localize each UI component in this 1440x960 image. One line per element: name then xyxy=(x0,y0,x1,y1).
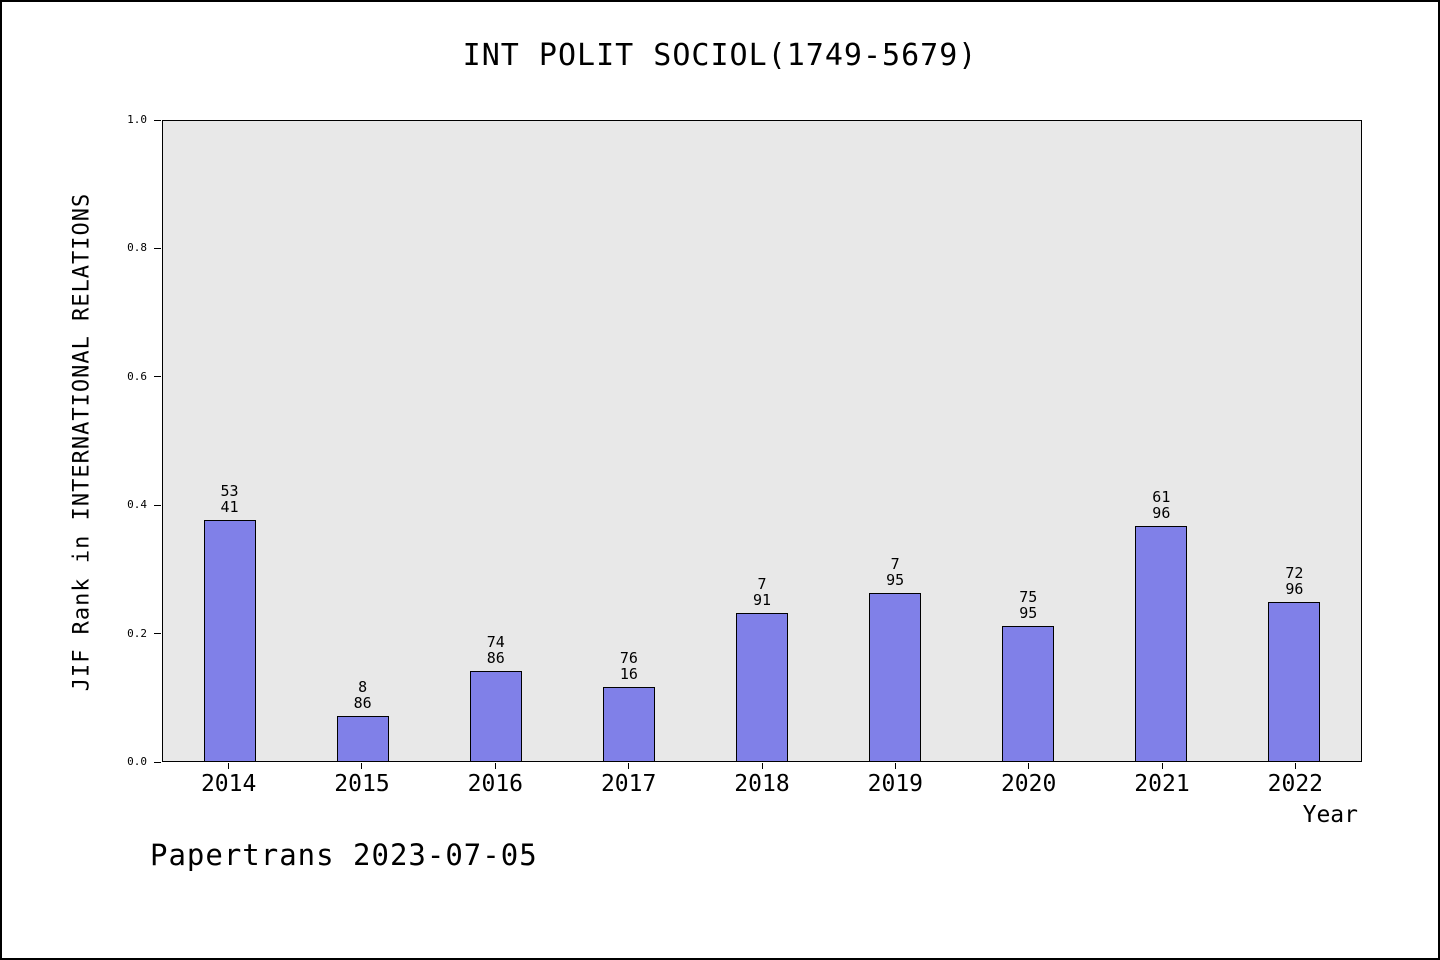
y-axis: 0.0 0.2 0.4 0.6 0.8 1.0 xyxy=(2,114,161,768)
bar xyxy=(602,687,655,761)
bar xyxy=(203,519,256,761)
chart-title: INT POLIT SOCIOL(1749-5679) xyxy=(462,38,978,73)
x-tick-label: 2015 xyxy=(334,771,390,797)
bar xyxy=(1002,625,1055,761)
y-tick-label: 0.2 xyxy=(127,626,147,640)
bar-label: 72 96 xyxy=(1285,563,1304,598)
bar xyxy=(469,671,522,761)
bar-label: 76 16 xyxy=(619,649,638,684)
bar-label: 53 41 xyxy=(220,481,239,516)
y-tick-mark xyxy=(154,247,161,249)
y-tick-mark xyxy=(154,119,161,121)
y-tick-label: 0.0 xyxy=(127,755,147,768)
x-tick-label: 2021 xyxy=(1134,771,1190,797)
x-tick-mark xyxy=(494,763,496,769)
x-axis: 2014 2015 2016 2017 2018 2019 2020 2021 2022 xyxy=(162,763,1362,823)
x-tick-label: 2017 xyxy=(600,771,657,797)
x-tick-label: 2014 xyxy=(200,771,257,797)
y-tick-label: 0.4 xyxy=(127,498,147,512)
bar-label: 61 96 xyxy=(1152,488,1171,523)
y-tick-mark xyxy=(154,761,161,763)
y-tick-mark xyxy=(154,376,161,378)
x-axis-title: Year xyxy=(1302,802,1358,828)
bar-label: 74 86 xyxy=(486,633,505,668)
x-tick-mark xyxy=(894,763,896,769)
bar-label: 7 95 xyxy=(886,554,905,589)
bar xyxy=(869,592,922,761)
bar-label: 75 95 xyxy=(1019,587,1038,622)
bar xyxy=(1135,526,1188,761)
x-tick-mark xyxy=(628,763,630,769)
y-tick-label: 1.0 xyxy=(127,113,147,126)
y-tick-mark xyxy=(154,633,161,635)
x-tick-label: 2020 xyxy=(1000,771,1057,797)
bar xyxy=(336,716,389,761)
y-tick-label: 0.8 xyxy=(127,241,147,255)
x-tick-label: 2016 xyxy=(467,771,524,797)
x-tick-label: 2018 xyxy=(734,771,790,797)
x-tick-mark xyxy=(761,763,763,769)
bar-label: 8 86 xyxy=(353,678,372,713)
bar xyxy=(736,612,788,761)
x-tick-mark xyxy=(228,763,230,769)
x-tick-mark xyxy=(1294,763,1296,769)
y-tick-mark xyxy=(154,504,161,506)
footer-text: Papertrans 2023-07-05 xyxy=(150,838,538,872)
x-tick-mark xyxy=(361,763,363,769)
y-tick-label: 0.6 xyxy=(127,369,147,383)
bar xyxy=(1268,601,1321,761)
x-tick-mark xyxy=(1161,763,1163,769)
x-tick-mark xyxy=(1028,763,1030,769)
bar-label: 7 91 xyxy=(752,574,772,609)
x-tick-label: 2019 xyxy=(867,771,924,797)
plot-area: 53 41 8 86 74 86 76 16 7 91 7 95 75 95 61 96 72 … xyxy=(162,120,1362,762)
x-tick-label: 2022 xyxy=(1267,771,1324,797)
